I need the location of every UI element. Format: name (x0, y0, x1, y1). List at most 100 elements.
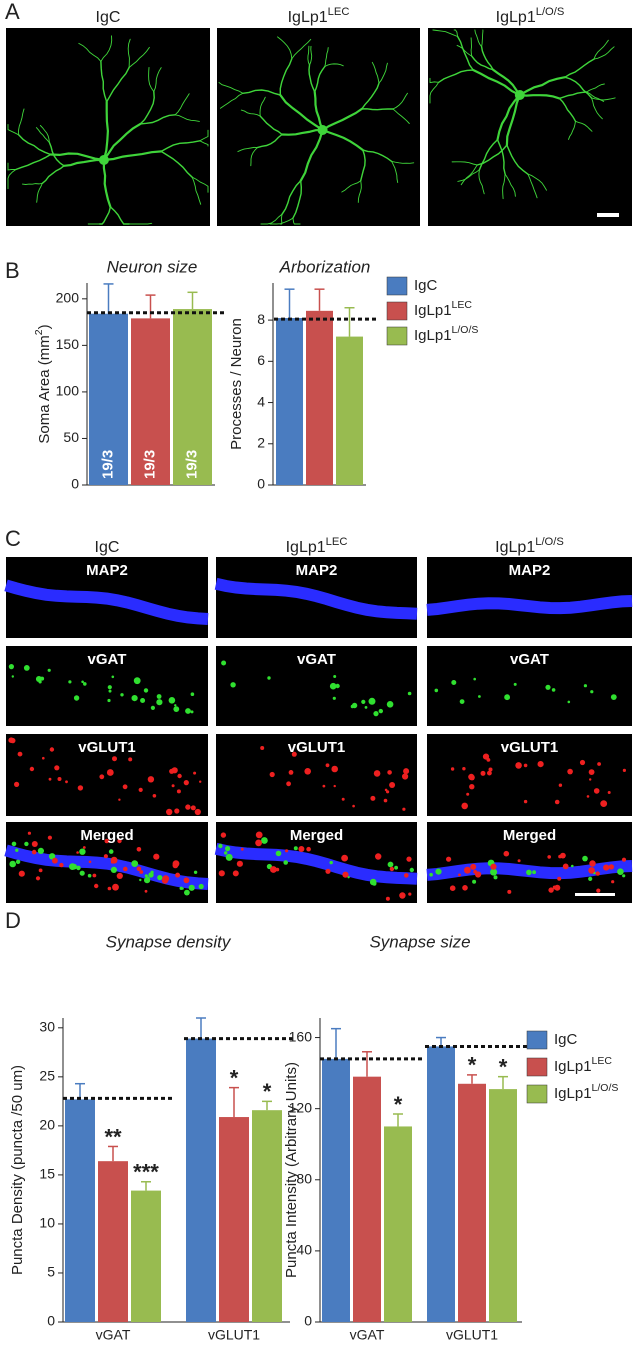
puncta (140, 698, 146, 703)
puncta (116, 872, 123, 880)
puncta (48, 853, 56, 860)
neurite (474, 29, 483, 48)
puncta (589, 860, 596, 867)
legend-label-sup: L/O/S (592, 1082, 619, 1094)
puncta (183, 780, 189, 786)
puncta (193, 771, 197, 775)
neurite (361, 108, 394, 111)
puncta (523, 799, 528, 804)
puncta (198, 883, 204, 890)
panel-letter: C (5, 526, 21, 551)
y-tick-label: 200 (56, 290, 80, 306)
neurite (281, 180, 302, 216)
puncta (368, 697, 376, 705)
neurite (371, 61, 380, 84)
neurite (378, 62, 388, 84)
neurite (174, 93, 190, 116)
bar (131, 318, 170, 485)
puncta (515, 762, 522, 769)
neurite (362, 149, 393, 163)
significance: * (468, 1053, 477, 1078)
puncta (68, 680, 72, 684)
neurite (575, 120, 593, 132)
puncta (469, 774, 475, 781)
puncta (139, 870, 144, 874)
puncta (408, 892, 412, 896)
column-label-base: IgC (95, 539, 120, 556)
neurite (470, 55, 494, 71)
puncta (429, 872, 433, 877)
puncta (370, 795, 376, 801)
neurite (256, 133, 283, 149)
neurite (17, 134, 52, 156)
puncta (332, 696, 336, 700)
bar (252, 1110, 282, 1322)
puncta (172, 860, 180, 867)
neurite (518, 76, 567, 97)
column-label-sup: L/O/S (536, 6, 565, 18)
puncta (73, 695, 80, 701)
puncta (487, 770, 492, 776)
puncta (466, 792, 470, 796)
neurite (457, 169, 480, 182)
puncta (76, 865, 81, 871)
puncta (286, 781, 291, 787)
neurite (456, 35, 474, 71)
puncta (181, 887, 184, 890)
row-label: vGAT (88, 651, 127, 668)
neurite (36, 182, 43, 203)
puncta (17, 751, 23, 757)
neurite (174, 114, 200, 122)
puncta (69, 863, 76, 870)
column-label-sup: LEC (328, 6, 350, 18)
legend-label: IgC (414, 277, 438, 294)
puncta (230, 682, 236, 688)
neurite (259, 115, 283, 136)
puncta (138, 787, 143, 793)
neurite (309, 45, 313, 66)
puncta (57, 777, 62, 781)
puncta (260, 746, 265, 750)
bar-label: 19/3 (99, 450, 116, 479)
soma (317, 125, 328, 135)
puncta (361, 699, 366, 705)
puncta (329, 682, 337, 690)
puncta (283, 860, 289, 865)
puncta (341, 797, 345, 801)
x-tick-label: vGAT (350, 1327, 385, 1343)
puncta (603, 864, 610, 871)
micrograph (216, 734, 417, 816)
neurite (240, 109, 261, 117)
legend-label-sup: L/O/S (452, 324, 479, 336)
puncta (108, 849, 114, 854)
puncta (77, 785, 84, 791)
neurite (472, 68, 521, 97)
row-label: MAP2 (86, 562, 128, 579)
neurite (453, 29, 459, 37)
neurite (292, 180, 303, 219)
puncta (133, 677, 141, 685)
y-tick-label: 40 (296, 1242, 312, 1258)
puncta (224, 851, 228, 855)
neurite (100, 35, 113, 62)
neurite (470, 37, 473, 57)
puncta (221, 660, 227, 666)
dendrite (4, 579, 209, 625)
soma (98, 155, 109, 165)
bar (219, 1117, 249, 1322)
neurite (139, 114, 176, 125)
puncta (194, 808, 201, 816)
neuron (7, 35, 209, 225)
puncta (404, 873, 409, 878)
puncta (470, 863, 477, 870)
puncta (261, 837, 268, 844)
neurite (260, 213, 283, 225)
bar (65, 1099, 95, 1322)
puncta (590, 690, 594, 694)
puncta (383, 798, 388, 803)
puncta (35, 876, 41, 881)
neurite (496, 93, 521, 141)
puncta (79, 848, 86, 855)
puncta (106, 769, 114, 776)
puncta (128, 757, 133, 762)
